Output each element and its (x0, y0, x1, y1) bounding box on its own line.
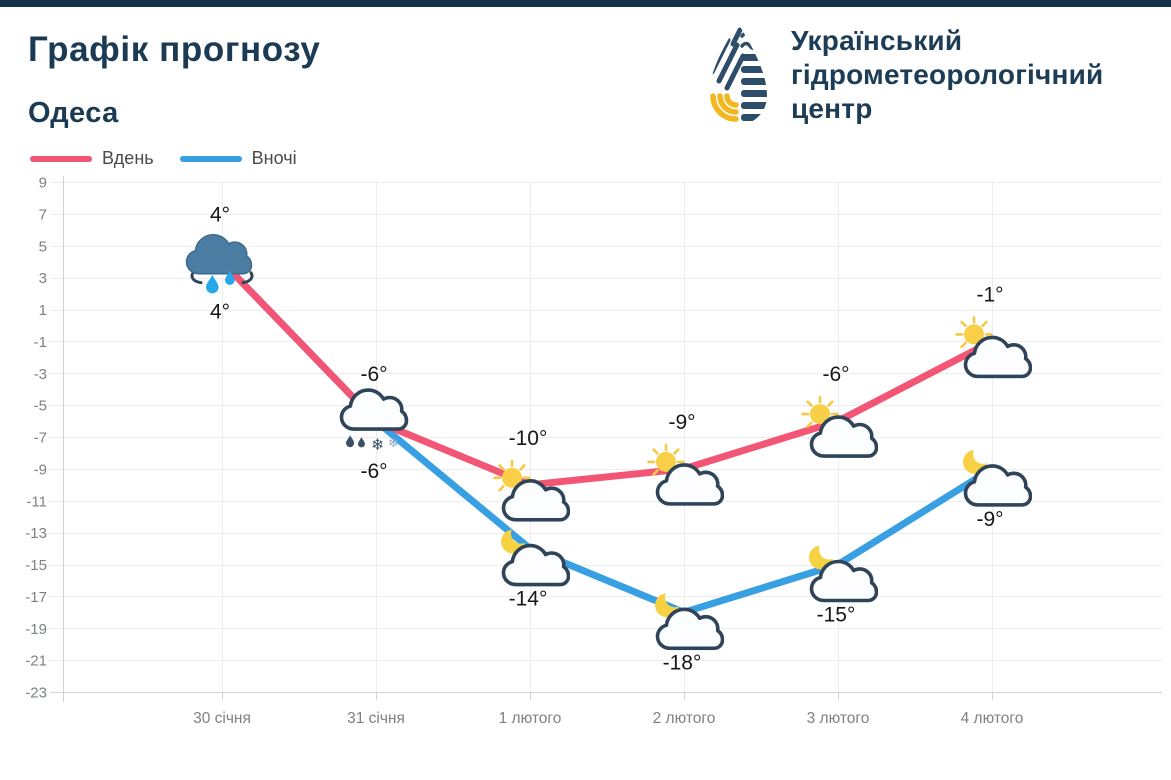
y-axis-tick-label: -19 (25, 621, 47, 638)
y-axis-tick-label: -11 (26, 493, 47, 510)
logo-signal-arcs (710, 93, 739, 122)
y-axis-tick-label: 5 (39, 238, 47, 255)
x-axis-category-label: 31 січня (347, 710, 405, 727)
logo-wave-squiggles (740, 31, 760, 51)
weather-icon-rain-snow (342, 390, 407, 454)
night-temp-label: -6° (360, 460, 387, 483)
night-temp-label: -9° (976, 508, 1003, 531)
y-axis-tick-label: -7 (34, 430, 47, 447)
day-temp-label: -1° (976, 283, 1003, 306)
legend-item-night: Вночі (179, 148, 297, 169)
legend-label-night: Вночі (251, 148, 297, 168)
y-axis-tick-label: -5 (34, 398, 47, 415)
logo: Український гідрометеорологічний центр (700, 20, 1103, 134)
page-title: Графік прогнозу (28, 30, 321, 69)
y-axis-tick-label: -13 (25, 525, 47, 542)
city-subtitle: Одеса (28, 97, 119, 129)
y-axis-tick-label: -1 (34, 334, 47, 351)
x-axis-category-label: 2 лютого (653, 710, 716, 727)
night-line-swatch (179, 155, 242, 162)
y-axis-tick-label: -15 (25, 557, 47, 574)
legend-label-day: Вдень (102, 148, 154, 168)
night-temp-label: -15° (817, 604, 856, 627)
day-temp-label: 4° (210, 204, 230, 227)
x-axis-category-label: 30 січня (193, 710, 251, 727)
y-axis-tick-label: -23 (25, 685, 47, 702)
day-temp-label: -9° (668, 411, 695, 434)
y-axis-tick-label: -9 (34, 461, 47, 478)
axis-labels-layer: 9 7 5 3 1 -1 -3 -5 -7 -9 -11 -13 -15 -17 -19 -21 -23 30 с… (25, 175, 1023, 728)
y-axis-tick-label: 7 (39, 206, 47, 223)
weather-icon-moon-cloud (501, 530, 569, 585)
day-line-swatch (30, 155, 92, 162)
weather-icon-sun-cloud (957, 317, 1031, 376)
night-temp-label: -18° (663, 651, 702, 674)
y-axis-tick-label: 1 (39, 302, 47, 319)
series-lines-layer (218, 258, 996, 616)
logo-rain-stripes (709, 27, 746, 91)
top-accent-bar (0, 0, 1171, 7)
day-temp-label: -10° (509, 427, 548, 450)
night-temp-label: 4° (210, 301, 230, 324)
night-temp-label: -14° (509, 588, 548, 611)
y-axis-tick-label: 9 (39, 175, 47, 192)
x-axis-category-label: 4 лютого (961, 710, 1024, 727)
logo-text-line: Український (791, 25, 963, 56)
day-temp-label: -6° (822, 363, 849, 386)
chart-legend: Вдень Вночі (30, 148, 297, 169)
x-axis-category-label: 1 лютого (499, 710, 562, 727)
hydromet-logo-icon (709, 27, 767, 122)
y-axis-tick-label: 3 (39, 270, 47, 287)
day-temperature-line (218, 258, 996, 489)
y-axis-tick-label: -3 (34, 366, 47, 383)
logo-sea-bars (741, 54, 767, 121)
weather-icons-layer (187, 235, 1031, 649)
legend-item-day: Вдень (30, 148, 154, 169)
logo-text-line: центр (791, 93, 873, 124)
day-temp-label: -6° (360, 363, 387, 386)
y-axis-tick-label: -17 (25, 589, 47, 606)
y-axis-tick-label: -21 (25, 653, 47, 670)
logo-org-name: Український гідрометеорологічний центр (791, 20, 1103, 134)
point-labels-layer: 4° 4° -6° -6° -10° -14° -9° -18° -6° -15° -1° -9° (210, 204, 1004, 675)
x-axis-category-label: 3 лютого (807, 710, 870, 727)
logo-text-line: гідрометеорологічний (791, 59, 1104, 90)
